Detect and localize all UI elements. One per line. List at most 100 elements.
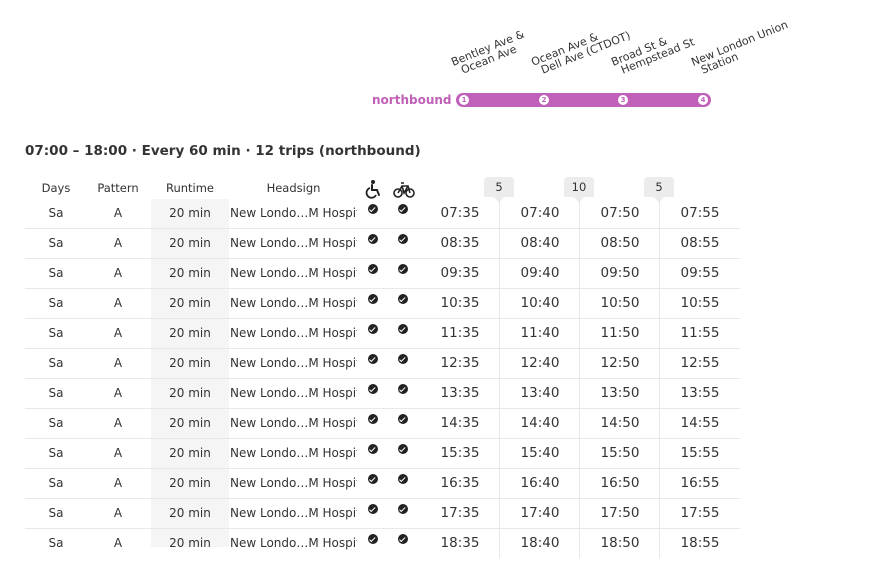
check-circle-icon <box>398 504 408 514</box>
column-divider <box>499 229 500 258</box>
stop-time-1: 11:35 <box>440 325 480 341</box>
stop-time-4: 15:55 <box>680 445 720 461</box>
column-divider <box>499 409 500 438</box>
column-divider <box>499 259 500 288</box>
stop-gap-3: 5 <box>644 177 674 203</box>
column-divider <box>499 529 500 558</box>
stop-time-2: 16:40 <box>520 475 560 491</box>
wheelchair-accessible-icon <box>368 469 380 498</box>
schedule-summary: 07:00 – 18:00 · Every 60 min · 12 trips … <box>25 143 421 159</box>
trip-row[interactable]: Sa A 20 min New Londo…M Hospital 17:35 17:40 1… <box>25 499 740 529</box>
stop-marker-2[interactable]: 2 <box>539 95 549 105</box>
trip-row[interactable]: Sa A 20 min New Londo…M Hospital 09:35 09:40 0… <box>25 259 740 289</box>
column-divider <box>499 469 500 498</box>
stop-time-1: 13:35 <box>440 385 480 401</box>
check-circle-icon <box>398 534 408 544</box>
stop-time-3: 10:50 <box>600 295 640 311</box>
stop-time-3: 09:50 <box>600 265 640 281</box>
check-circle-icon <box>368 444 378 454</box>
trip-runtime: 20 min <box>169 476 211 490</box>
trip-pattern: A <box>113 236 123 250</box>
column-divider <box>659 409 660 438</box>
stop-time-3: 12:50 <box>600 355 640 371</box>
trip-pattern: A <box>113 506 123 520</box>
column-divider <box>579 259 580 288</box>
trip-row[interactable]: Sa A 20 min New Londo…M Hospital 10:35 10:40 1… <box>25 289 740 319</box>
trip-days: Sa <box>48 536 64 550</box>
wheelchair-accessible-icon <box>368 499 380 528</box>
wheelchair-accessible-icon <box>368 259 380 288</box>
trip-runtime: 20 min <box>169 506 211 520</box>
bikes-allowed-icon <box>398 229 410 258</box>
trip-pattern: A <box>113 446 123 460</box>
trip-row[interactable]: Sa A 20 min New Londo…M Hospital 08:35 08:40 0… <box>25 229 740 259</box>
stop-time-3: 18:50 <box>600 535 640 551</box>
check-circle-icon <box>368 234 378 244</box>
bikes-allowed-icon <box>398 319 410 348</box>
column-divider <box>659 319 660 348</box>
trip-headsign: New Londo…M Hospital <box>230 266 357 280</box>
trip-headsign: New Londo…M Hospital <box>230 296 357 310</box>
trip-row[interactable]: Sa A 20 min New Londo…M Hospital 12:35 12:40 1… <box>25 349 740 379</box>
stop-time-3: 14:50 <box>600 415 640 431</box>
trip-row[interactable]: Sa A 20 min New Londo…M Hospital 11:35 11:40 1… <box>25 319 740 349</box>
column-divider <box>499 499 500 528</box>
trip-row[interactable]: Sa A 20 min New Londo…M Hospital 07:35 07:40 0… <box>25 199 740 229</box>
stop-time-4: 12:55 <box>680 355 720 371</box>
column-divider <box>659 349 660 378</box>
check-circle-icon <box>368 324 378 334</box>
trip-pattern: A <box>113 326 123 340</box>
trip-pattern: A <box>113 476 123 490</box>
check-circle-icon <box>368 504 378 514</box>
check-circle-icon <box>368 534 378 544</box>
bikes-allowed-icon <box>398 469 410 498</box>
bikes-allowed-icon <box>398 409 410 438</box>
wheelchair-accessible-icon <box>368 229 380 258</box>
column-divider <box>499 379 500 408</box>
trip-pattern: A <box>113 386 123 400</box>
direction-label: northbound <box>372 93 452 107</box>
trip-headsign: New Londo…M Hospital <box>230 206 357 220</box>
stop-marker-4[interactable]: 4 <box>698 95 708 105</box>
column-divider <box>579 349 580 378</box>
column-divider <box>499 199 500 228</box>
trip-days: Sa <box>48 296 64 310</box>
column-divider <box>499 439 500 468</box>
stop-time-3: 07:50 <box>600 205 640 221</box>
stop-time-4: 14:55 <box>680 415 720 431</box>
trip-pattern: A <box>113 206 123 220</box>
wheelchair-accessible-icon <box>368 289 380 318</box>
trip-pattern: A <box>113 266 123 280</box>
stop-time-2: 09:40 <box>520 265 560 281</box>
trip-row[interactable]: Sa A 20 min New Londo…M Hospital 15:35 15:40 1… <box>25 439 740 469</box>
trip-row[interactable]: Sa A 20 min New Londo…M Hospital 14:35 14:40 1… <box>25 409 740 439</box>
column-divider <box>579 439 580 468</box>
bikes-allowed-icon <box>398 349 410 378</box>
stop-marker-3[interactable]: 3 <box>618 95 628 105</box>
bikes-allowed-icon <box>398 529 410 558</box>
check-circle-icon <box>398 294 408 304</box>
trip-row[interactable]: Sa A 20 min New Londo…M Hospital 16:35 16:40 1… <box>25 469 740 499</box>
stop-name-1[interactable]: Bentley Ave & Ocean Ave <box>449 27 527 77</box>
trip-headsign: New Londo…M Hospital <box>230 446 357 460</box>
route-line-bar <box>456 93 711 107</box>
trip-row[interactable]: Sa A 20 min New Londo…M Hospital 18:35 18:40 1… <box>25 529 740 558</box>
stop-time-1: 10:35 <box>440 295 480 311</box>
trip-row[interactable]: Sa A 20 min New Londo…M Hospital 13:35 13:40 1… <box>25 379 740 409</box>
column-divider <box>499 319 500 348</box>
trip-pattern: A <box>113 296 123 310</box>
column-divider <box>659 439 660 468</box>
stop-time-3: 16:50 <box>600 475 640 491</box>
stop-time-3: 08:50 <box>600 235 640 251</box>
stop-time-2: 07:40 <box>520 205 560 221</box>
column-divider <box>499 349 500 378</box>
stop-gap-1: 5 <box>484 177 514 203</box>
column-divider <box>579 199 580 228</box>
column-divider <box>579 469 580 498</box>
trip-runtime: 20 min <box>169 356 211 370</box>
check-circle-icon <box>368 384 378 394</box>
trip-days: Sa <box>48 356 64 370</box>
check-circle-icon <box>398 354 408 364</box>
stop-name-4[interactable]: New London Union Station <box>689 18 790 77</box>
stop-marker-1[interactable]: 1 <box>459 95 469 105</box>
